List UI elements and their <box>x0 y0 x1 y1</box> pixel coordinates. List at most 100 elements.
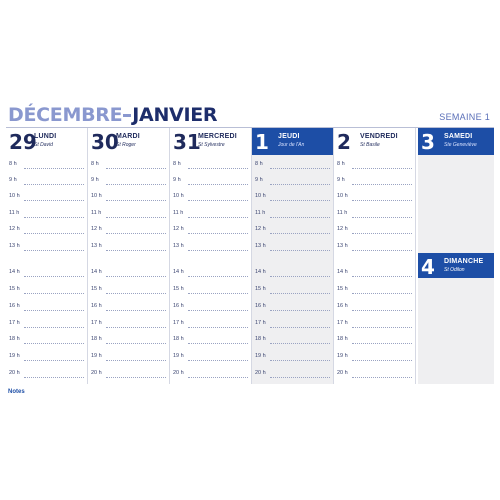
hour-slot[interactable]: 15 h <box>6 283 88 299</box>
hour-slot[interactable]: 14 h <box>6 266 88 282</box>
hour-slot[interactable]: 13 h <box>88 240 170 256</box>
dotted-line <box>106 310 166 311</box>
hour-label: 10 h <box>255 193 266 199</box>
hour-label: 17 h <box>9 320 20 326</box>
dotted-line <box>352 343 412 344</box>
hour-slot[interactable]: 16 h <box>252 300 334 316</box>
hour-slot[interactable]: 10 h <box>334 190 416 206</box>
hour-slot[interactable]: 16 h <box>170 300 252 316</box>
hour-slot[interactable]: 11 h <box>88 207 170 223</box>
hour-slot[interactable]: 15 h <box>170 283 252 299</box>
hour-slot[interactable]: 9 h <box>88 174 170 190</box>
hour-slot[interactable]: 20 h <box>334 367 416 383</box>
dotted-line <box>24 217 84 218</box>
hour-slot[interactable]: 18 h <box>252 333 334 349</box>
hour-slot[interactable]: 13 h <box>334 240 416 256</box>
hour-slot[interactable]: 14 h <box>252 266 334 282</box>
day-header: 2 VENDREDI St Basile <box>334 128 416 155</box>
hour-slot[interactable]: 12 h <box>88 223 170 239</box>
hour-slot[interactable]: 11 h <box>252 207 334 223</box>
hour-slot[interactable]: 12 h <box>170 223 252 239</box>
hour-slot[interactable]: 17 h <box>334 317 416 333</box>
dotted-line <box>188 310 248 311</box>
hour-slot[interactable]: 13 h <box>170 240 252 256</box>
dotted-line <box>24 233 84 234</box>
hour-slot[interactable]: 19 h <box>6 350 88 366</box>
hour-slot[interactable]: 19 h <box>334 350 416 366</box>
notes-label: Notes <box>8 389 25 395</box>
hour-slot[interactable]: 10 h <box>252 190 334 206</box>
hour-slot[interactable]: 12 h <box>334 223 416 239</box>
hour-slot[interactable]: 20 h <box>6 367 88 383</box>
hour-slot[interactable]: 19 h <box>170 350 252 366</box>
day-column-mercredi: 31 MERCREDI St Sylvestre 8 h 9 h 10 h 11 h 12 h… <box>170 128 252 384</box>
hour-slot[interactable]: 8 h <box>170 158 252 174</box>
hour-slot[interactable]: 18 h <box>88 333 170 349</box>
hour-slot[interactable]: 9 h <box>6 174 88 190</box>
dotted-line <box>270 250 330 251</box>
hour-slot[interactable]: 9 h <box>170 174 252 190</box>
day-number: 1 <box>255 130 269 154</box>
dotted-line <box>352 327 412 328</box>
hour-slot[interactable]: 8 h <box>88 158 170 174</box>
dotted-line <box>106 327 166 328</box>
hour-slot[interactable]: 17 h <box>88 317 170 333</box>
hour-label: 18 h <box>9 336 20 342</box>
dotted-line <box>24 360 84 361</box>
hour-slot[interactable]: 17 h <box>252 317 334 333</box>
hour-label: 16 h <box>9 303 20 309</box>
dotted-line <box>24 276 84 277</box>
hour-slot[interactable]: 8 h <box>252 158 334 174</box>
dotted-line <box>106 168 166 169</box>
hour-slot[interactable]: 13 h <box>252 240 334 256</box>
dotted-line <box>106 293 166 294</box>
hour-slot[interactable]: 16 h <box>334 300 416 316</box>
hour-slot[interactable]: 16 h <box>6 300 88 316</box>
hour-slot[interactable]: 12 h <box>6 223 88 239</box>
day-header: 29 LUNDI St David <box>6 128 88 155</box>
hour-label: 8 h <box>255 161 263 167</box>
hour-slot[interactable]: 12 h <box>252 223 334 239</box>
hour-slot[interactable]: 10 h <box>6 190 88 206</box>
hour-slot[interactable]: 20 h <box>88 367 170 383</box>
hour-slot[interactable]: 11 h <box>170 207 252 223</box>
hour-slot[interactable]: 20 h <box>170 367 252 383</box>
dotted-line <box>188 276 248 277</box>
hour-slot[interactable]: 17 h <box>6 317 88 333</box>
hour-label: 13 h <box>9 243 20 249</box>
day-column-vendredi: 2 VENDREDI St Basile 8 h 9 h 10 h 11 h 12 h 13 h… <box>334 128 416 384</box>
hour-slot[interactable]: 15 h <box>252 283 334 299</box>
hour-slot[interactable]: 18 h <box>170 333 252 349</box>
day-column-mardi: 30 MARDI St Roger 8 h 9 h 10 h 11 h 12 h 13 h 14 … <box>88 128 170 384</box>
hour-slot[interactable]: 13 h <box>6 240 88 256</box>
hour-slot[interactable]: 17 h <box>170 317 252 333</box>
hour-slot[interactable]: 14 h <box>88 266 170 282</box>
hour-slot[interactable]: 14 h <box>334 266 416 282</box>
dotted-line <box>106 184 166 185</box>
hour-slot[interactable]: 11 h <box>334 207 416 223</box>
hour-slot[interactable]: 8 h <box>6 158 88 174</box>
month-title-second: JANVIER <box>132 104 218 126</box>
hour-slot[interactable]: 9 h <box>334 174 416 190</box>
hour-slot[interactable]: 18 h <box>334 333 416 349</box>
top-rule <box>6 127 494 128</box>
hour-slot[interactable]: 11 h <box>6 207 88 223</box>
hour-slot[interactable]: 19 h <box>252 350 334 366</box>
hour-label: 15 h <box>255 286 266 292</box>
hour-slot[interactable]: 8 h <box>334 158 416 174</box>
hour-slot[interactable]: 20 h <box>252 367 334 383</box>
hour-slot[interactable]: 10 h <box>88 190 170 206</box>
column-divider <box>333 128 334 384</box>
hour-slot[interactable]: 16 h <box>88 300 170 316</box>
dotted-line <box>106 343 166 344</box>
hour-label: 9 h <box>91 177 99 183</box>
hour-slot[interactable]: 19 h <box>88 350 170 366</box>
hour-slot[interactable]: 14 h <box>170 266 252 282</box>
dotted-line <box>24 327 84 328</box>
hour-slot[interactable]: 9 h <box>252 174 334 190</box>
hour-slot[interactable]: 10 h <box>170 190 252 206</box>
hour-slot[interactable]: 15 h <box>334 283 416 299</box>
hour-slot[interactable]: 15 h <box>88 283 170 299</box>
hour-label: 10 h <box>337 193 348 199</box>
hour-slot[interactable]: 18 h <box>6 333 88 349</box>
